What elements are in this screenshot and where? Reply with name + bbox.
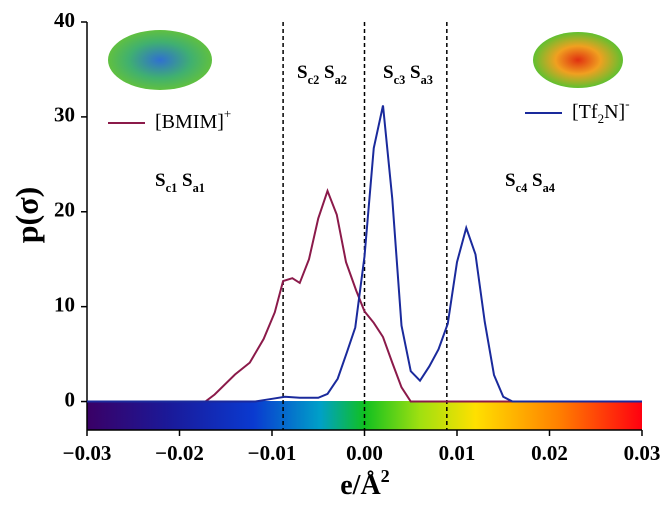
legend-label: [BMIM]+ — [155, 106, 231, 132]
molecule-image — [533, 32, 623, 88]
series-line — [87, 105, 642, 403]
x-tick-label: 0.03 — [624, 441, 661, 465]
region-label: Sc1 Sa1 — [155, 170, 205, 194]
region-label: Sc2 Sa2 — [297, 62, 347, 86]
molecule-image — [108, 30, 212, 90]
region-label: Sc3 Sa3 — [383, 62, 433, 86]
x-tick-label: 0.02 — [531, 441, 568, 465]
x-tick-label: −0.03 — [63, 441, 112, 465]
y-tick-label: 10 — [54, 292, 75, 316]
x-axis-label: e/Å2 — [340, 466, 390, 501]
y-axis-label: p(σ) — [8, 187, 44, 244]
region-label: Sc4 Sa4 — [505, 170, 555, 194]
legend-label: [Tf2N]- — [572, 96, 630, 126]
y-tick-label: 30 — [54, 103, 75, 127]
x-tick-label: 0.00 — [346, 441, 383, 465]
y-tick-label: 40 — [54, 8, 75, 32]
x-tick-label: −0.02 — [155, 441, 204, 465]
x-tick-label: −0.01 — [248, 441, 297, 465]
y-tick-label: 0 — [65, 387, 76, 411]
series-line — [87, 187, 642, 403]
x-tick-label: 0.01 — [439, 441, 476, 465]
y-tick-label: 20 — [54, 198, 75, 222]
